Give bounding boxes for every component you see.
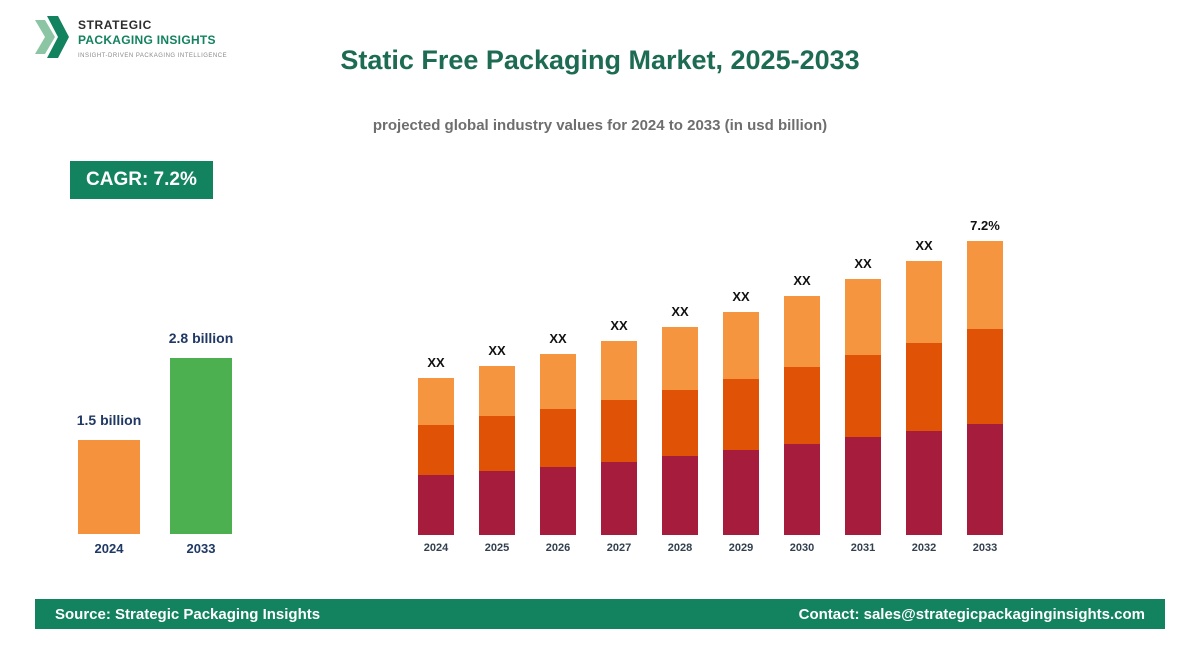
middle-segment	[418, 424, 454, 476]
middle-segment	[662, 390, 698, 457]
summary-column: 1.5 billion 2024	[76, 411, 142, 557]
bar-value-label: XX	[488, 343, 506, 359]
logo-line1: STRATEGIC	[78, 18, 152, 32]
stacked-bar-column: XX 2031	[845, 256, 881, 554]
top-segment	[723, 312, 759, 379]
middle-segment	[601, 399, 637, 462]
top-segment	[479, 366, 515, 417]
bottom-segment	[479, 471, 515, 535]
stacked-bar	[967, 241, 1003, 535]
stacked-bar	[418, 377, 454, 535]
stacked-bar-chart: XX 2024 XX 2025 XX 2026 XX 2027 XX 2028 XX 2029 XX 20…	[418, 218, 1003, 554]
stacked-bar-column: XX 2028	[662, 304, 698, 554]
stacked-bar-column: XX 2027	[601, 318, 637, 554]
stacked-bar	[784, 295, 820, 535]
bar-value-label: XX	[854, 255, 872, 271]
stacked-bar	[723, 312, 759, 535]
bottom-segment	[723, 449, 759, 535]
top-segment	[784, 295, 820, 368]
stacked-bar	[479, 366, 515, 535]
middle-segment	[784, 367, 820, 444]
logo-chevron-icon	[35, 16, 69, 58]
year-label: 2031	[850, 542, 876, 554]
logo-text: STRATEGIC PACKAGING INSIGHTS INSIGHT-DRI…	[78, 14, 227, 59]
bottom-segment	[662, 456, 698, 535]
middle-segment	[845, 355, 881, 438]
stacked-bar-column: XX 2024	[418, 355, 454, 554]
bottom-segment	[845, 437, 881, 535]
bar-value-label: XX	[610, 317, 628, 333]
year-label: 2024	[423, 542, 449, 554]
summary-bar	[78, 439, 140, 534]
bar-value-label: XX	[427, 354, 445, 370]
bottom-segment	[906, 431, 942, 535]
middle-segment	[906, 342, 942, 431]
logo: STRATEGIC PACKAGING INSIGHTS INSIGHT-DRI…	[35, 14, 227, 60]
summary-value-label: 2.8 billion	[168, 329, 234, 346]
year-label: 2027	[606, 542, 632, 554]
year-label: 2028	[667, 542, 693, 554]
source-text: Source: Strategic Packaging Insights	[55, 605, 321, 623]
bar-value-label: XX	[793, 272, 811, 288]
stacked-bar-column: XX 2025	[479, 343, 515, 554]
logo-tagline: INSIGHT-DRIVEN PACKAGING INTELLIGENCE	[78, 53, 228, 59]
bottom-segment	[418, 475, 454, 535]
top-segment	[845, 278, 881, 356]
bar-value-label: XX	[671, 304, 689, 320]
top-segment	[967, 241, 1003, 330]
top-segment	[906, 260, 942, 343]
stacked-bar-column: XX 2029	[723, 289, 759, 554]
top-segment	[540, 354, 576, 409]
middle-segment	[479, 416, 515, 471]
summary-column: 2.8 billion 2033	[168, 329, 234, 556]
middle-segment	[540, 408, 576, 467]
summary-value-label: 1.5 billion	[76, 411, 142, 428]
stacked-bar-column: XX 2032	[906, 238, 942, 554]
middle-segment	[967, 329, 1003, 424]
cagr-badge: CAGR: 7.2%	[70, 161, 213, 199]
stacked-bar	[540, 354, 576, 535]
top-segment	[418, 377, 454, 425]
year-label: 2029	[728, 542, 754, 554]
year-label: 2026	[545, 542, 571, 554]
bar-value-label: XX	[915, 237, 933, 253]
stacked-bar-column: XX 2026	[540, 331, 576, 554]
bottom-segment	[601, 461, 637, 535]
bottom-segment	[967, 423, 1003, 535]
stacked-bar	[845, 278, 881, 535]
summary-year-label: 2033	[186, 541, 216, 556]
bottom-segment	[540, 466, 576, 535]
top-segment	[601, 340, 637, 400]
bottom-segment	[784, 443, 820, 535]
stacked-bar-column: 7.2% 2033	[967, 218, 1003, 554]
summary-bar-chart: 1.5 billion 2024 2.8 billion 2033	[76, 329, 234, 557]
year-label: 2032	[911, 542, 937, 554]
year-label: 2030	[789, 542, 815, 554]
stacked-bar	[662, 327, 698, 535]
page-title: Static Free Packaging Market, 2025-2033	[340, 45, 860, 75]
summary-bar	[170, 357, 232, 534]
logo-line2: PACKAGING INSIGHTS	[78, 33, 216, 47]
stacked-bar	[601, 340, 637, 535]
year-label: 2033	[972, 542, 998, 554]
footer-bar: Source: Strategic Packaging Insights Con…	[35, 599, 1165, 629]
bar-value-label: XX	[732, 289, 750, 305]
top-segment	[662, 327, 698, 391]
contact-text: Contact: sales@strategicpackaginginsight…	[798, 605, 1145, 623]
bar-value-label: XX	[549, 331, 567, 347]
stacked-bar-column: XX 2030	[784, 273, 820, 554]
page-subtitle: projected global industry values for 202…	[372, 117, 828, 134]
bar-value-label: 7.2%	[970, 218, 1000, 234]
stacked-bar	[906, 260, 942, 535]
summary-year-label: 2024	[94, 541, 124, 556]
middle-segment	[723, 378, 759, 450]
year-label: 2025	[484, 542, 510, 554]
